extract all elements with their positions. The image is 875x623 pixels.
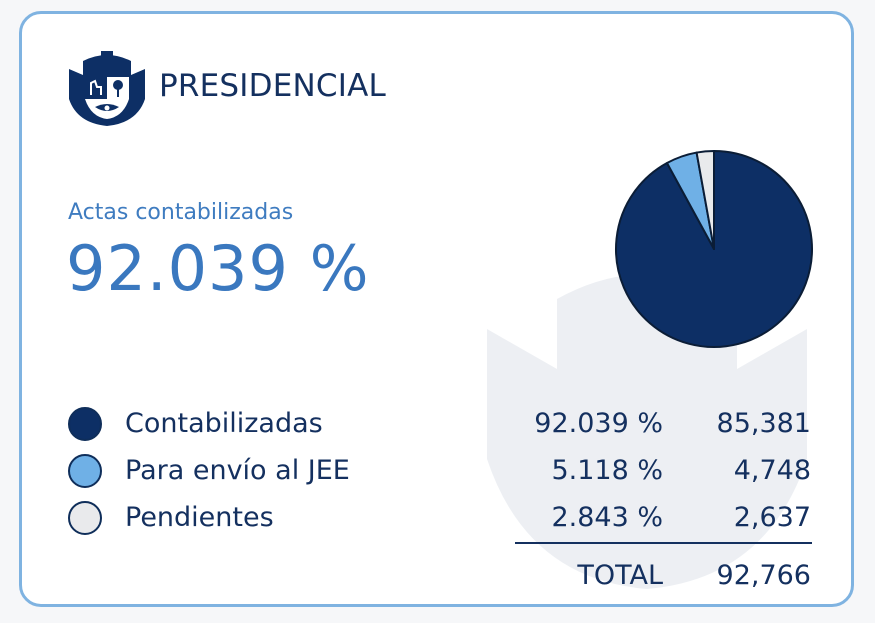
pie-chart bbox=[615, 150, 813, 348]
actas-label: Actas contabilizadas bbox=[68, 200, 294, 225]
election-title: PRESIDENCIAL bbox=[159, 68, 386, 104]
row-percent: 2.843 % bbox=[551, 502, 663, 533]
legend-label: Para envío al JEE bbox=[125, 455, 350, 486]
legend-swatch-contabilizadas bbox=[68, 407, 102, 441]
total-label: TOTAL bbox=[577, 560, 663, 591]
legend-swatch-jee bbox=[68, 454, 102, 488]
row-percent: 92.039 % bbox=[534, 408, 663, 439]
legend-label: Pendientes bbox=[125, 502, 274, 533]
results-card: PRESIDENCIAL Actas contabilizadas 92.039… bbox=[19, 11, 854, 607]
legend-label: Contabilizadas bbox=[125, 408, 323, 439]
actas-percent: 92.039 % bbox=[66, 232, 370, 305]
row-count: 85,381 bbox=[716, 408, 811, 439]
row-percent: 5.118 % bbox=[551, 455, 663, 486]
legend-swatch-pendientes bbox=[68, 501, 102, 535]
pie-slice-contabilizadas bbox=[615, 150, 813, 348]
peru-coat-of-arms-icon bbox=[69, 51, 145, 126]
row-count: 2,637 bbox=[733, 502, 811, 533]
pie-slice-pendientes bbox=[695, 150, 715, 250]
coat-of-arms-watermark-icon bbox=[487, 274, 807, 589]
total-value: 92,766 bbox=[716, 560, 811, 591]
total-divider bbox=[515, 542, 812, 544]
row-count: 4,748 bbox=[733, 455, 811, 486]
